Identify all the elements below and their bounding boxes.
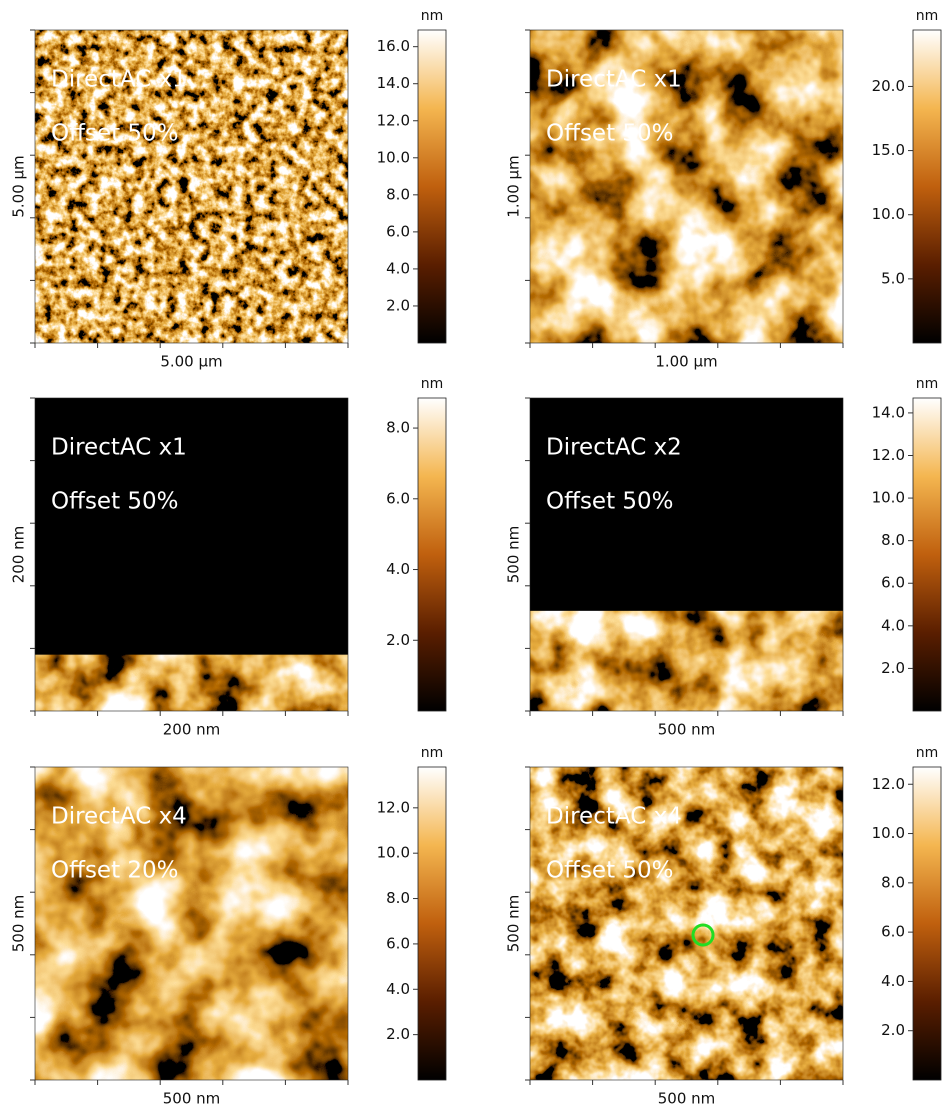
- mode-label: DirectAC x1: [546, 67, 682, 93]
- colorbar-tick-label: 6.0: [881, 574, 905, 592]
- y-axis-label: 500 nm: [10, 895, 28, 953]
- colorbar-tick-label: 8.0: [386, 889, 410, 907]
- colorbar-tick-label: 6.0: [386, 934, 410, 952]
- colorbar-tick-label: 6.0: [386, 222, 410, 240]
- colorbar-tick-label: 10.0: [872, 824, 905, 842]
- offset-label: Offset 50%: [51, 121, 179, 147]
- x-axis-label: 500 nm: [658, 721, 716, 739]
- panel: DirectAC x4 Offset 20% 500 nm 500 nm nm 2.0 4.…: [10, 745, 447, 1108]
- figure: DirectAC x1 Offset 50% 5.00 µm 5.00 µm nm 2.0…: [0, 0, 947, 1113]
- colorbar-tick-label: 20.0: [872, 77, 905, 95]
- colorbar-tick-label: 10.0: [377, 148, 410, 166]
- offset-label: Offset 20%: [51, 858, 179, 884]
- colorbar-tick-label: 6.0: [386, 489, 410, 507]
- panel: DirectAC x4 Offset 50% 500 nm 500 nm nm 2.0 4.…: [505, 745, 942, 1108]
- colorbar-tick-label: 2.0: [881, 1021, 905, 1039]
- mode-label: DirectAC x2: [546, 435, 682, 461]
- colorbar-tick-label: 12.0: [872, 775, 905, 793]
- colorbar: [418, 767, 446, 1080]
- colorbar-tick-label: 12.0: [377, 111, 410, 129]
- panel: DirectAC x1 Offset 50% 1.00 µm 1.00 µm nm 5.0…: [505, 8, 942, 371]
- colorbar-unit: nm: [916, 376, 939, 392]
- colorbar-tick-label: 4.0: [386, 980, 410, 998]
- colorbar-tick-label: 4.0: [881, 616, 905, 634]
- colorbar-tick-label: 10.0: [872, 489, 905, 507]
- colorbar-unit: nm: [421, 745, 444, 761]
- colorbar: [418, 30, 446, 343]
- offset-label: Offset 50%: [546, 121, 674, 147]
- panel: DirectAC x1 Offset 50% 200 nm 200 nm nm 2.0 4.…: [10, 376, 447, 739]
- mode-label: DirectAC x4: [51, 804, 187, 830]
- colorbar-unit: nm: [916, 8, 939, 24]
- colorbar-unit: nm: [421, 376, 444, 392]
- panel: DirectAC x1 Offset 50% 5.00 µm 5.00 µm nm 2.0…: [10, 8, 447, 371]
- colorbar-tick-label: 6.0: [881, 923, 905, 941]
- colorbar: [913, 767, 941, 1080]
- offset-label: Offset 50%: [546, 489, 674, 515]
- colorbar-tick-label: 2.0: [386, 296, 410, 314]
- mode-label: DirectAC x1: [51, 435, 187, 461]
- y-axis-label: 200 nm: [10, 526, 28, 584]
- colorbar-tick-label: 4.0: [386, 259, 410, 277]
- colorbar-tick-label: 4.0: [881, 972, 905, 990]
- x-axis-label: 1.00 µm: [655, 353, 717, 371]
- colorbar-tick-label: 15.0: [872, 141, 905, 159]
- colorbar-tick-label: 14.0: [377, 74, 410, 92]
- y-axis-label: 500 nm: [505, 895, 523, 953]
- colorbar-tick-label: 16.0: [377, 37, 410, 55]
- y-axis-label: 5.00 µm: [10, 155, 28, 217]
- x-axis-label: 500 nm: [658, 1090, 716, 1108]
- colorbar-tick-label: 5.0: [881, 269, 905, 287]
- colorbar: [913, 30, 941, 343]
- colorbar-tick-label: 12.0: [377, 798, 410, 816]
- colorbar-tick-label: 8.0: [386, 419, 410, 437]
- x-axis-label: 5.00 µm: [160, 353, 222, 371]
- offset-label: Offset 50%: [51, 489, 179, 515]
- mode-label: DirectAC x1: [51, 67, 187, 93]
- colorbar-tick-label: 4.0: [386, 560, 410, 578]
- mode-label: DirectAC x4: [546, 804, 682, 830]
- colorbar-tick-label: 2.0: [881, 659, 905, 677]
- colorbar-tick-label: 10.0: [872, 205, 905, 223]
- colorbar-tick-label: 2.0: [386, 631, 410, 649]
- x-axis-label: 500 nm: [163, 1090, 221, 1108]
- colorbar-unit: nm: [916, 745, 939, 761]
- colorbar-tick-label: 12.0: [872, 446, 905, 464]
- colorbar-tick-label: 10.0: [377, 844, 410, 862]
- y-axis-label: 1.00 µm: [505, 155, 523, 217]
- colorbar-tick-label: 2.0: [386, 1025, 410, 1043]
- colorbar-tick-label: 8.0: [386, 185, 410, 203]
- colorbar: [418, 398, 446, 711]
- x-axis-label: 200 nm: [163, 721, 221, 739]
- offset-label: Offset 50%: [546, 858, 674, 884]
- colorbar-unit: nm: [421, 8, 444, 24]
- colorbar-tick-label: 14.0: [872, 403, 905, 421]
- y-axis-label: 500 nm: [505, 526, 523, 584]
- panel: DirectAC x2 Offset 50% 500 nm 500 nm nm 2.0 4.…: [505, 376, 942, 739]
- colorbar: [913, 398, 941, 711]
- colorbar-tick-label: 8.0: [881, 873, 905, 891]
- colorbar-tick-label: 8.0: [881, 531, 905, 549]
